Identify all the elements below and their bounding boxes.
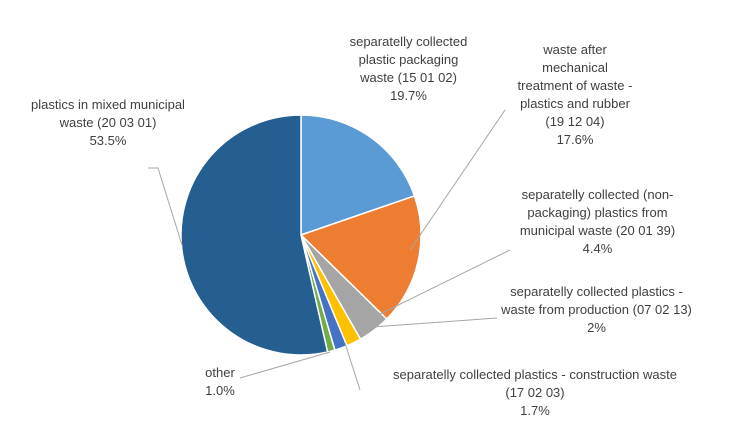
slice-data-label: waste after mechanical treatment of waste … bbox=[500, 41, 650, 149]
slice-label-line: (19 12 04) bbox=[545, 114, 605, 129]
slice-value-label: 17.6% bbox=[556, 132, 594, 147]
slice-value-label: 19.7% bbox=[390, 88, 427, 103]
slice-data-label: separatelly collected plastic packaging wa… bbox=[336, 33, 481, 105]
slice-data-label: other 1.0% bbox=[194, 364, 246, 400]
slice-label-line: separatelly collected plastics - bbox=[510, 284, 683, 299]
slice-value-label: 1.7% bbox=[520, 403, 550, 418]
slice-label-line: waste from production (07 02 13) bbox=[501, 302, 692, 317]
slice-value-label: 53.5% bbox=[89, 133, 127, 148]
slice-value-label: 1.0% bbox=[205, 383, 235, 398]
slice-label-line: other bbox=[205, 365, 235, 380]
leader-line bbox=[409, 109, 506, 251]
slice-label-line: separatelly collected (non- bbox=[521, 187, 674, 202]
pie-slice bbox=[299, 194, 422, 321]
slice-label-line: waste after bbox=[543, 42, 607, 57]
slice-data-label: plastics in mixed municipal waste (20 03 … bbox=[8, 96, 208, 150]
leader-line bbox=[344, 342, 361, 391]
slice-label-line: plastics in mixed municipal bbox=[31, 97, 185, 112]
leader-line bbox=[148, 167, 183, 246]
slice-value-label: 2% bbox=[587, 320, 606, 335]
slice-data-label: separatelly collected plastics - waste fr… bbox=[494, 283, 699, 337]
slice-label-line: packaging) plastics from bbox=[527, 205, 668, 220]
slice-label-line: separatelly collected plastics - constru… bbox=[393, 367, 677, 382]
slice-label-line: waste (15 01 02) bbox=[360, 70, 457, 85]
slice-label-line: plastics and rubber bbox=[520, 96, 630, 111]
leader-line bbox=[239, 351, 331, 379]
slice-label-line: mechanical bbox=[542, 60, 608, 75]
slice-label-line: plastic packaging bbox=[358, 52, 459, 67]
slice-value-label: 4.4% bbox=[582, 241, 613, 256]
slice-data-label: separatelly collected (non-packaging) pl… bbox=[505, 186, 690, 258]
leader-line bbox=[377, 249, 511, 316]
pie-slice bbox=[180, 114, 329, 356]
leader-line bbox=[357, 317, 498, 329]
slice-label-line: treatment of waste - bbox=[517, 78, 633, 93]
slice-label-line: separatelly collected bbox=[349, 34, 468, 49]
slice-data-label: separatelly collected plastics - constru… bbox=[365, 366, 705, 420]
slice-label-line: municipal waste (20 01 39) bbox=[519, 223, 676, 238]
slice-label-line: waste (20 03 01) bbox=[59, 115, 157, 130]
slice-label-line: (17 02 03) bbox=[505, 385, 565, 400]
